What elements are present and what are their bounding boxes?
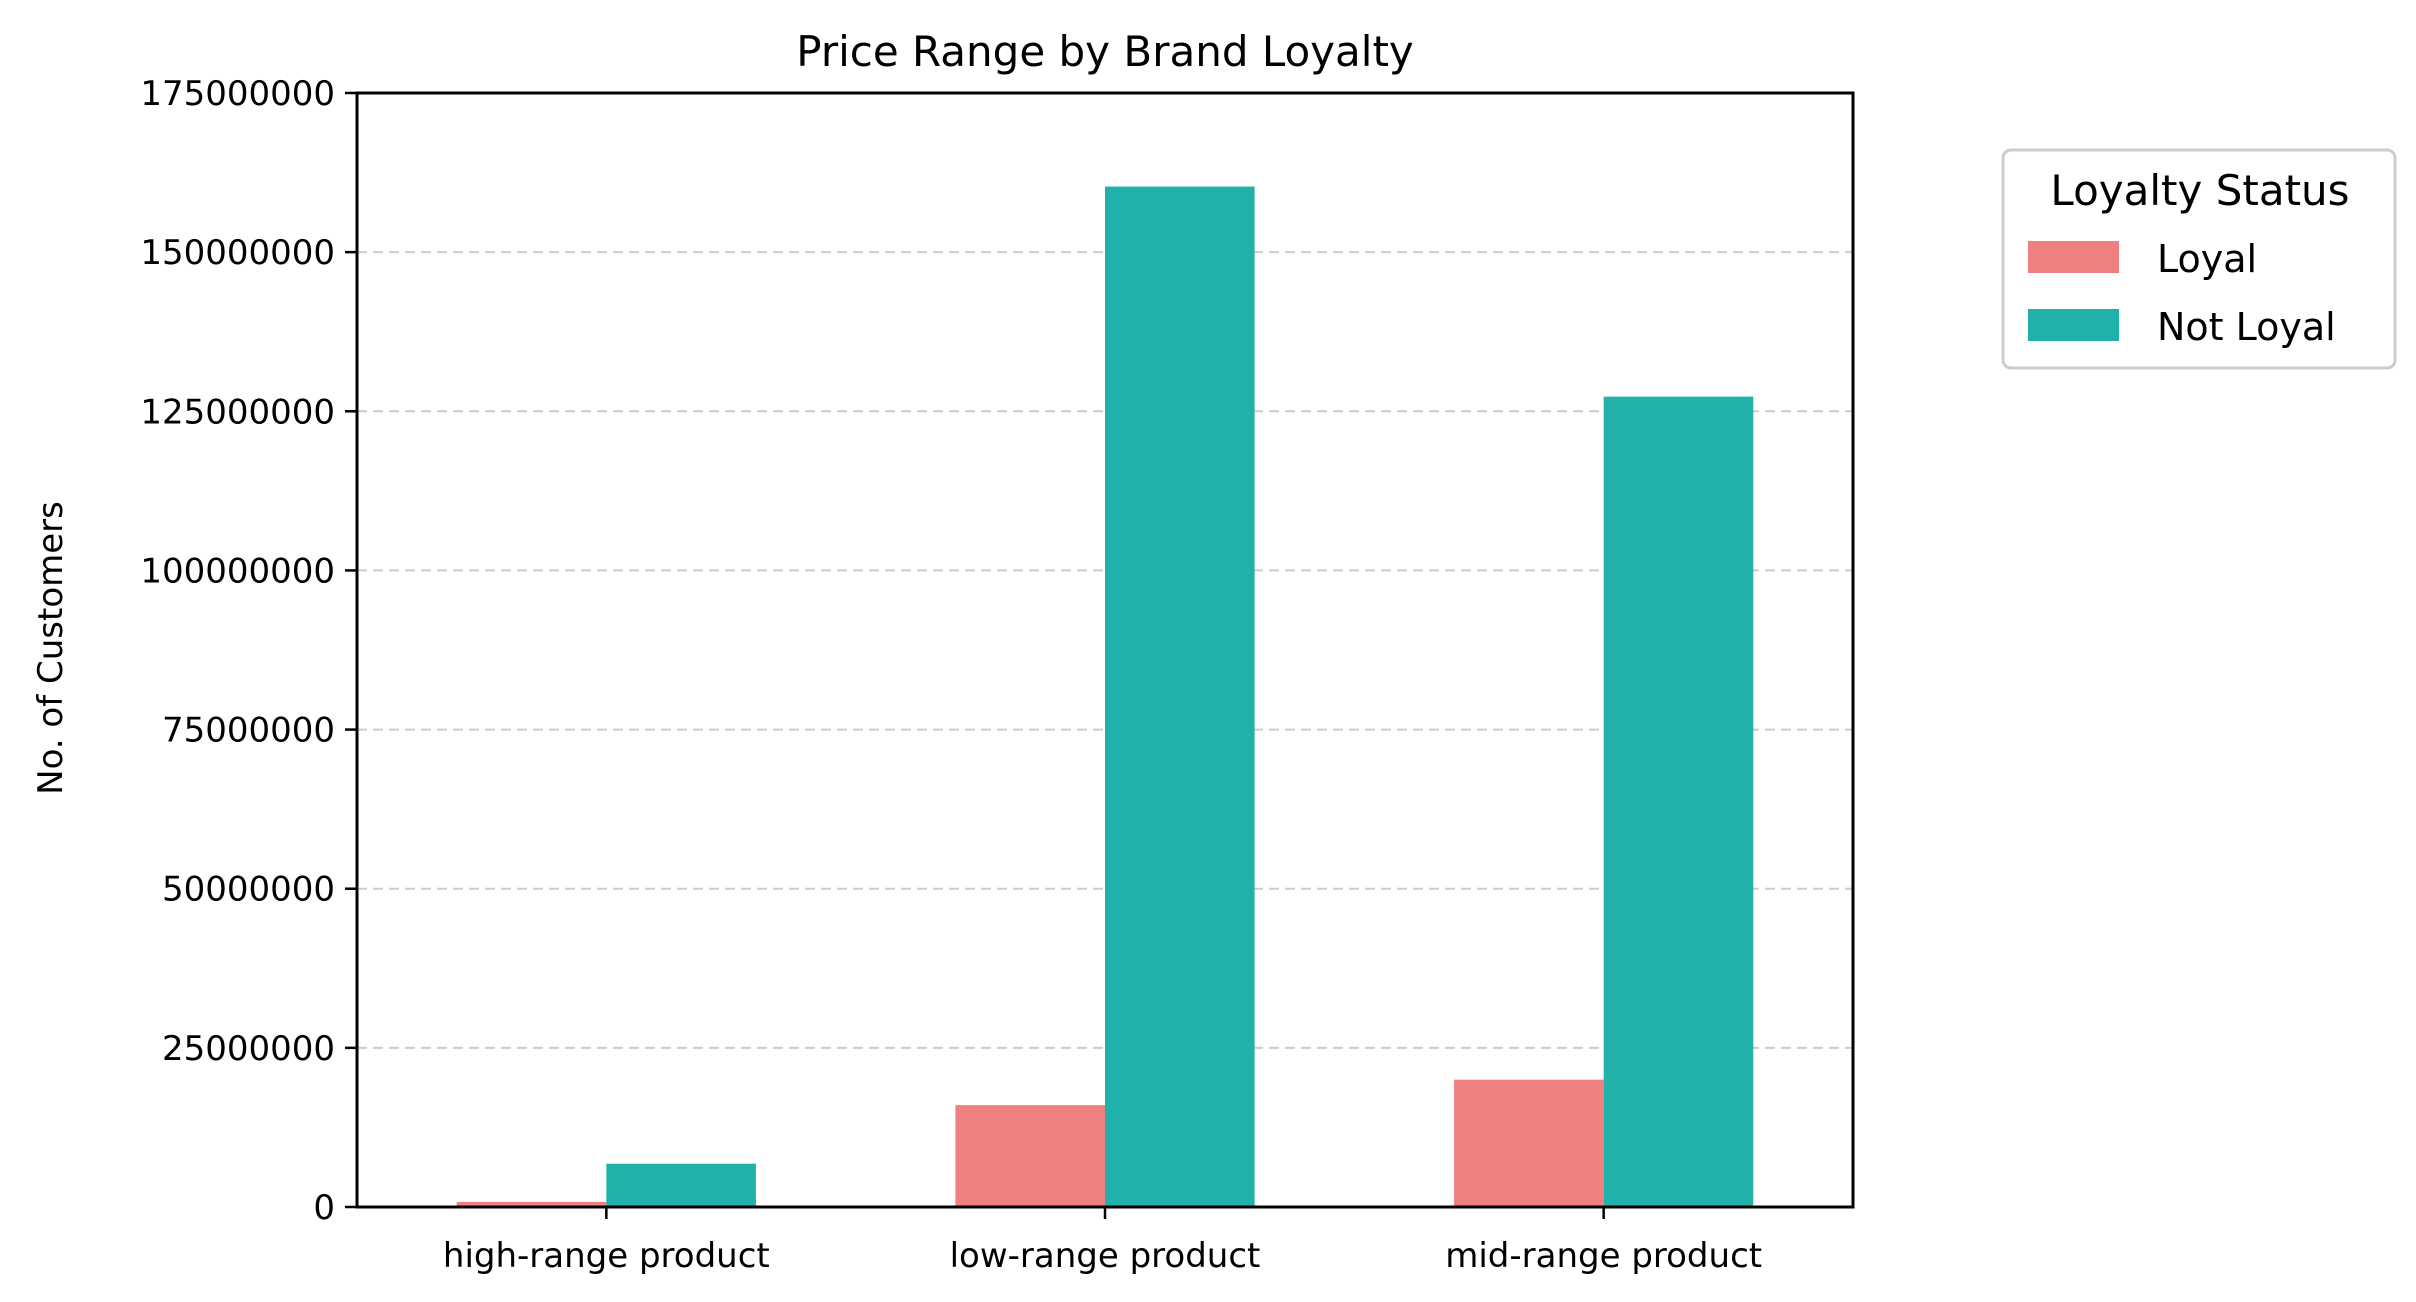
bar-not-loyal-2 xyxy=(1603,396,1754,1208)
y-axis-label: No. of Customers xyxy=(31,501,71,795)
legend-title: Loyalty Status xyxy=(2050,166,2349,215)
x-tick-label: low-range product xyxy=(950,1236,1261,1276)
y-tick-label: 125000000 xyxy=(140,392,335,432)
bar-loyal-1 xyxy=(955,1105,1105,1207)
legend-swatch-not-loyal xyxy=(2028,309,2119,341)
y-axis-ticks: 0 25000000 50000000 75000000 100000000 125000… xyxy=(140,74,357,1228)
gridlines xyxy=(357,251,1853,1049)
legend-label-not-loyal: Not Loyal xyxy=(2157,305,2336,349)
bar-loyal-2 xyxy=(1454,1079,1604,1207)
y-tick-label: 150000000 xyxy=(140,233,335,273)
legend-swatch-loyal xyxy=(2028,241,2119,273)
y-tick-label: 50000000 xyxy=(162,870,335,910)
x-tick-label: high-range product xyxy=(443,1236,770,1276)
legend-label-loyal: Loyal xyxy=(2157,237,2257,281)
bar-not-loyal-0 xyxy=(606,1163,756,1207)
legend: Loyalty Status Loyal Not Loyal xyxy=(2001,148,2397,370)
y-tick-label: 25000000 xyxy=(162,1029,335,1069)
y-tick-label: 175000000 xyxy=(140,74,335,114)
y-tick-label: 100000000 xyxy=(140,551,335,591)
y-tick-label: 75000000 xyxy=(162,711,335,751)
y-tick-label: 0 xyxy=(313,1188,335,1228)
bars xyxy=(456,186,1754,1208)
x-tick-label: mid-range product xyxy=(1445,1236,1762,1276)
bar-not-loyal-1 xyxy=(1105,186,1255,1208)
chart-title: Price Range by Brand Loyalty xyxy=(796,27,1414,76)
x-axis-ticks: high-range product low-range product mid-r… xyxy=(443,1207,1762,1276)
bar-loyal-0 xyxy=(456,1201,607,1207)
